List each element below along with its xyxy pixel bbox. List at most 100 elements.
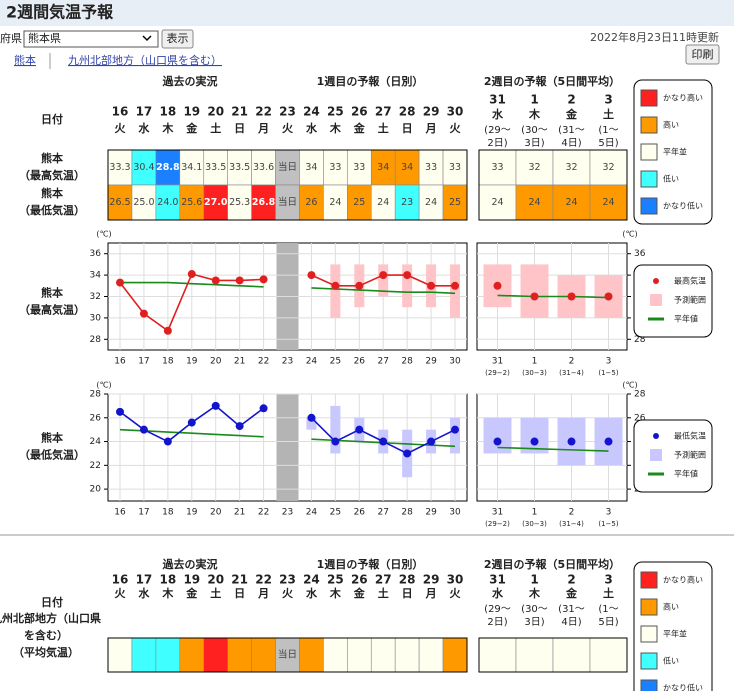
point [427,437,436,446]
x-tick-label: 3 [606,357,612,367]
y-tick-label: 26 [634,413,646,423]
section-header: 過去の実況 [162,74,218,88]
weekday: 木 [329,586,342,600]
cell [323,637,348,673]
print-button-label[interactable]: 印刷 [692,48,714,61]
cell [589,184,628,221]
x-tick-sublabel: (29−2) [485,520,510,528]
weekday: 土 [378,121,389,135]
cell-value: 34 [305,162,317,173]
pref-select-value[interactable]: 熊本県 [28,31,61,45]
weekday: 水 [492,586,504,600]
x-tick-label: 20 [210,357,222,367]
weekday: 月 [257,122,269,135]
point [163,437,172,446]
period: (29～ [484,125,511,136]
legend-swatch [640,598,658,616]
weekday: 土 [378,586,389,600]
legend-marker [653,278,659,284]
legend-label: 平年並 [663,629,687,639]
date: 22 [255,105,272,119]
x-tick-label: 26 [354,357,366,367]
weekday: 土 [603,586,614,600]
cell [299,637,324,673]
y-tick-label: 24 [90,437,102,447]
date: 18 [160,105,177,119]
cell-value: 24 [491,197,503,208]
show-button-label[interactable]: 表示 [167,31,189,45]
x-tick-label: 22 [258,357,269,367]
period: 2日) [487,138,507,149]
row-label: 熊本 [41,286,63,300]
unit-label: (℃) [622,381,637,390]
cell-value: 32 [528,162,540,173]
point [331,437,340,446]
pref-select[interactable] [23,30,159,48]
cell-value: 26.8 [252,197,276,208]
weekday: 土 [603,107,614,121]
legend-swatch [640,625,658,643]
x-tick-label: 21 [234,357,245,367]
legend-label: 高い [663,602,679,612]
legend-label: 高い [663,120,679,130]
x-tick-label: 3 [606,508,612,518]
x-tick-label: 30 [449,508,461,518]
section-header: 2週目の予報（5日間平均） [484,74,620,88]
point [379,271,388,280]
title-bar [0,0,734,26]
period: 3日) [524,617,544,628]
weekday: 水 [492,107,504,121]
date: 24 [303,105,320,119]
show-button[interactable] [161,29,194,49]
y-tick-label: 32 [90,292,101,302]
date: 18 [160,573,177,587]
weekday: 水 [138,121,150,135]
link[interactable]: 熊本 [14,53,36,67]
point [235,422,244,431]
legend-swatch [640,571,658,589]
link[interactable]: 九州北部地方（山口県を含む） [68,53,222,67]
period: (1～ [598,604,618,615]
x-tick-label: 18 [162,508,174,518]
date: 29 [423,105,440,119]
legend-swatch [640,652,658,670]
cell-value: 33 [449,162,461,173]
x-tick-label: 20 [210,508,222,518]
cell [107,637,133,673]
weekday: 火 [282,122,294,135]
row-label: 熊本 [41,151,63,165]
page-title: 2週間気温予報 [6,3,114,22]
table-border [478,637,628,673]
range-bar [520,264,549,318]
row-label: （最低気温） [19,203,85,217]
print-button[interactable] [685,44,720,65]
x-tick-sublabel: (1−5) [598,520,619,528]
legend-label: 予測範囲 [674,295,706,305]
row-label: （最低気温） [19,448,85,462]
cell-value: 24.0 [157,197,178,208]
cell [418,637,444,673]
weekday: 火 [115,122,127,135]
date: 17 [136,573,153,587]
point [355,281,364,290]
date: 30 [447,105,464,119]
weekday: 火 [115,587,127,600]
x-tick-label: 2 [569,357,575,367]
legend-marker [653,433,659,439]
table-border [107,149,468,221]
cell-value: 34.1 [181,162,202,173]
x-tick-label: 1 [532,508,538,518]
point [567,292,576,301]
date: 31 [489,93,506,107]
y-tick-label: 28 [634,390,646,400]
date: 27 [375,573,392,587]
cell-value: 33 [329,162,341,173]
legend-box [633,79,713,225]
date: 20 [207,105,224,119]
legend-label: かなり高い [663,575,703,585]
point [427,281,436,290]
section-header: 過去の実況 [162,557,218,571]
cell-value: 24 [377,197,389,208]
legend-label: 平年値 [674,469,698,479]
x-tick-label: 19 [186,508,198,518]
